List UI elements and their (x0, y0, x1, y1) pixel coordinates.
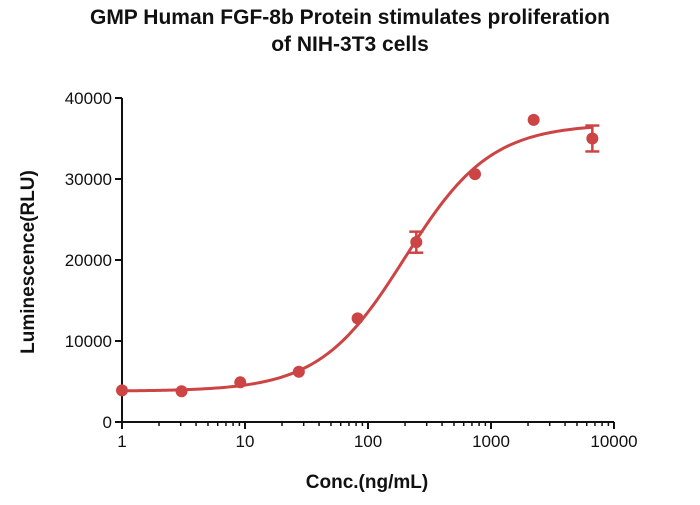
axes: 0 10000 20000 30000 40000 1 10 100 1000 10000 (65, 89, 638, 451)
chart-title-line-1: GMP Human FGF-8b Protein stimulates prol… (89, 6, 610, 29)
y-tick-label: 40000 (65, 89, 112, 108)
y-tick-label: 0 (103, 413, 112, 432)
data-point (410, 236, 423, 249)
y-tick-label: 30000 (65, 170, 112, 189)
fit-curve-layer (121, 125, 593, 393)
data-points-layer (116, 113, 600, 398)
x-axis-title: Conc.(ng/mL) (306, 472, 428, 493)
data-point (527, 113, 540, 126)
x-tick-label: 10 (236, 432, 255, 451)
data-point (351, 312, 364, 325)
x-tick-label: 1 (117, 432, 126, 451)
x-tick-label: 100 (354, 432, 382, 451)
data-point (468, 168, 481, 181)
chart-title: GMP Human FGF-8b Protein stimulates prol… (0, 4, 700, 58)
y-tick-label: 20000 (65, 251, 112, 270)
data-point (116, 384, 128, 397)
data-point (234, 376, 247, 389)
data-point (292, 365, 305, 378)
x-tick-label: 1000 (472, 432, 510, 451)
chart-title-line-2: of NIH-3T3 cells (271, 33, 429, 56)
x-tick-label: 10000 (590, 432, 637, 451)
y-axis-title: Luminescence(RLU) (18, 170, 39, 354)
y-tick-label: 10000 (65, 332, 112, 351)
fit-curve (121, 125, 593, 393)
data-point (586, 132, 599, 145)
data-point (175, 385, 188, 398)
